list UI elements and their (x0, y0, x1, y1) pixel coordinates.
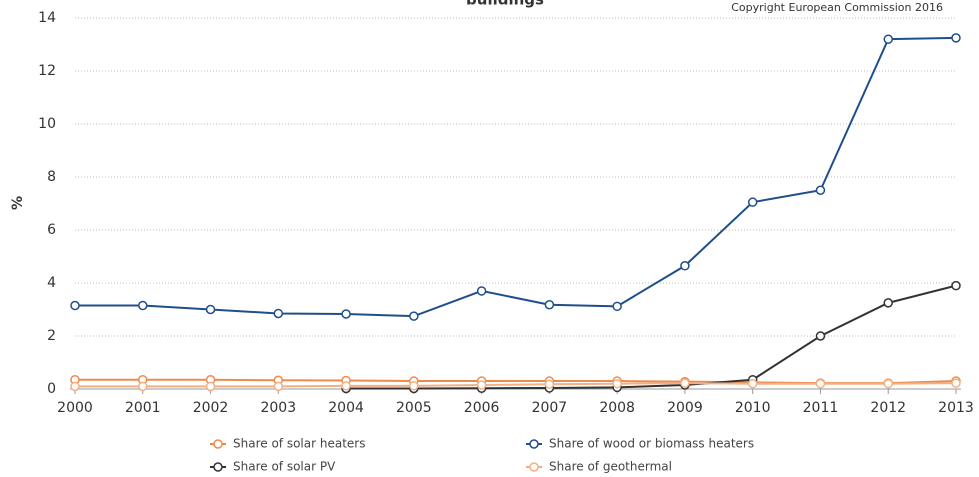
data-point (815, 331, 826, 341)
y-tick-label: 10 (38, 116, 56, 132)
legend-label: Share of solar heaters (233, 437, 365, 451)
y-tick-label: 4 (47, 275, 56, 291)
x-tick-label: 2006 (464, 400, 500, 416)
y-axis-label: % (10, 196, 26, 210)
data-point (747, 378, 758, 389)
data-point (951, 280, 961, 291)
data-point (70, 300, 80, 311)
data-point (815, 185, 826, 195)
data-point (612, 301, 622, 312)
y-tick-label: 6 (47, 222, 56, 238)
x-tick-label: 2013 (938, 400, 974, 416)
data-point (205, 381, 216, 392)
x-tick-label: 2012 (870, 400, 906, 416)
data-point (544, 299, 555, 310)
x-tick-label: 2009 (667, 400, 703, 416)
data-point (476, 286, 487, 296)
x-tick-label: 2001 (125, 400, 161, 416)
x-tick-label: 2010 (735, 400, 771, 416)
data-point (680, 378, 690, 388)
data-point (138, 300, 148, 311)
data-point (273, 381, 284, 392)
x-tick-label: 2002 (193, 400, 229, 416)
y-tick-label: 2 (47, 328, 56, 344)
data-point (680, 261, 690, 271)
x-tick-label: 2005 (396, 400, 432, 416)
y-tick-label: 12 (38, 63, 56, 79)
x-tick-label: 2003 (260, 400, 296, 416)
legend-label: Share of geothermal (549, 460, 672, 474)
legend-marker (213, 462, 223, 472)
data-point (273, 308, 284, 319)
data-point (612, 378, 622, 389)
data-point (883, 298, 893, 308)
series-line (346, 284, 957, 390)
data-point (138, 381, 148, 392)
chart-title: buildings (466, 0, 544, 9)
data-point (883, 34, 893, 44)
data-point (951, 378, 961, 388)
x-tick-label: 2011 (803, 400, 839, 416)
y-tick-label: 8 (47, 169, 56, 185)
series-line (75, 36, 957, 318)
x-tick-label: 2004 (328, 400, 364, 416)
x-tick-label: 2008 (599, 400, 635, 416)
data-point (341, 381, 351, 391)
data-point (205, 304, 216, 315)
legend-label: Share of wood or biomass heaters (549, 437, 754, 451)
data-point (341, 309, 351, 319)
y-tick-label: 0 (47, 381, 56, 397)
data-point (951, 33, 961, 43)
series-line (75, 382, 957, 388)
data-point (815, 378, 826, 389)
data-point (747, 197, 758, 207)
legend-marker (213, 439, 223, 449)
annotation: Copyright European Commission 2016 (731, 1, 943, 14)
data-point (883, 378, 893, 389)
data-point (70, 381, 80, 392)
legend-marker (529, 462, 539, 472)
y-tick-label: 14 (38, 10, 56, 26)
legend-label: Share of solar PV (233, 460, 336, 474)
legend-marker (529, 439, 539, 449)
x-tick-label: 2000 (57, 400, 93, 416)
data-point (409, 381, 419, 391)
data-point (409, 311, 419, 321)
data-point (476, 380, 487, 390)
x-tick-label: 2007 (532, 400, 568, 416)
data-point (544, 379, 555, 389)
